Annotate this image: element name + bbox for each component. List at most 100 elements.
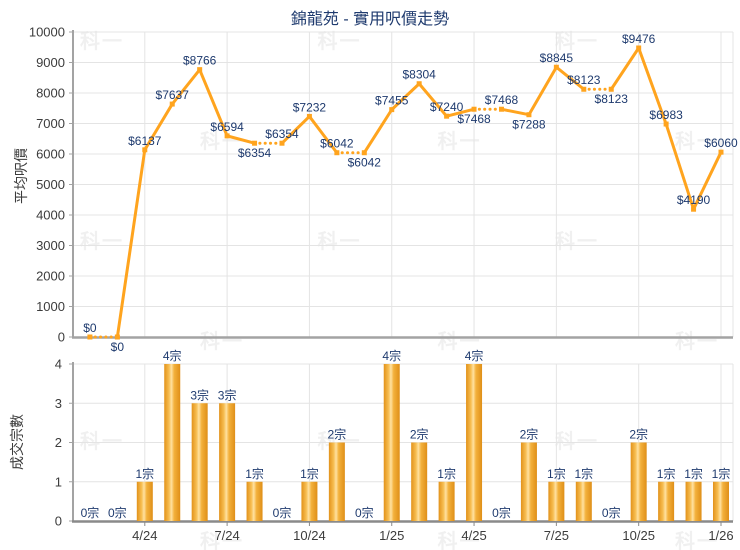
data-point-marker[interactable] [636,45,642,51]
count-label: 1宗 [437,466,456,481]
bar[interactable] [246,481,263,521]
bar[interactable] [685,481,702,521]
data-point-marker[interactable] [114,334,120,340]
price-label: $8123 [567,73,601,87]
data-point-marker[interactable] [663,121,669,127]
data-point-marker[interactable] [279,140,285,146]
line-segment [143,102,174,152]
x-tick-label: 4/25 [461,528,486,543]
price-label: $0 [83,321,97,335]
line-segment [307,114,339,155]
data-point-marker[interactable] [471,106,477,112]
price-label: $7468 [457,112,491,126]
bar[interactable] [301,481,318,521]
count-label: 1宗 [684,466,703,481]
price-label: $8304 [402,68,436,82]
bar[interactable] [658,481,675,521]
y-tick-label: 10000 [29,25,65,40]
y-tick-label: 0 [55,514,62,529]
data-point-marker[interactable] [306,113,312,119]
data-point-marker[interactable] [608,86,614,92]
price-label: $7455 [375,94,409,108]
x-tick-label: 10/25 [622,528,655,543]
data-point-marker[interactable] [553,64,559,70]
y-tick-label: 8000 [36,86,65,101]
count-label: 0宗 [81,505,100,520]
count-label: 1宗 [547,466,566,481]
x-tick-label: 7/24 [214,528,239,543]
count-label: 0宗 [273,505,292,520]
line-segment [499,107,531,117]
bar[interactable] [630,442,647,522]
data-point-marker[interactable] [718,149,724,155]
y-tick-label: 3000 [36,238,65,253]
price-label: $7232 [293,100,327,114]
data-point-marker[interactable] [197,67,203,73]
line-segment [445,107,476,118]
price-label: $8123 [595,92,629,106]
bar[interactable] [164,364,181,521]
count-label: 0宗 [355,505,374,520]
count-label: 4宗 [382,348,401,363]
bar[interactable] [466,364,483,521]
line-segment [554,65,586,91]
price-label: $8766 [183,54,217,68]
data-point-marker[interactable] [224,133,230,139]
count-label: 4宗 [163,348,182,363]
count-label: 2宗 [629,427,648,442]
bar[interactable] [712,481,729,521]
bar[interactable] [575,481,592,521]
price-label: $6137 [128,134,162,148]
data-point-marker[interactable] [526,112,532,118]
count-label: 0宗 [108,505,127,520]
data-point-marker[interactable] [416,81,422,87]
page-title: 錦龍苑 - 實用呎價走勢 [290,11,450,28]
data-point-marker[interactable] [334,150,340,156]
bar[interactable] [438,481,455,521]
price-label: $4190 [677,193,711,207]
data-point-marker[interactable] [142,147,148,153]
line-segment [225,134,257,145]
y-tick-label: 4000 [36,208,65,223]
y-tick-label: 1 [55,474,62,489]
bar[interactable] [191,403,208,521]
data-point-marker[interactable] [498,106,504,112]
bar[interactable] [411,442,428,522]
y-tick-label: 9000 [36,55,65,70]
y-tick-label: 5000 [36,177,65,192]
bar[interactable] [548,481,565,521]
y-axis-title-price: 平均呎價 [13,148,29,204]
count-label: 3宗 [218,387,237,402]
data-point-marker[interactable] [169,101,175,107]
bar[interactable] [136,481,153,521]
count-label: 1宗 [245,466,264,481]
bar[interactable] [328,442,345,522]
line-segment [362,108,394,155]
count-label: 1宗 [300,466,319,481]
x-tick-label: 10/24 [293,528,326,543]
price-label: $6983 [649,108,683,122]
data-point-marker[interactable] [691,206,697,212]
data-point-marker[interactable] [87,334,93,340]
data-point-marker[interactable] [444,113,450,119]
data-point-marker[interactable] [361,150,367,156]
y-tick-label: 4 [55,357,62,372]
line-segment [692,150,723,211]
y-tick-label: 3 [55,396,62,411]
line-segment [280,114,311,145]
data-point-marker[interactable] [252,140,258,146]
y-axis-title-count: 成交宗數 [9,414,25,470]
bar[interactable] [219,403,236,521]
bar[interactable] [383,364,400,521]
y-tick-label: 7000 [36,116,65,131]
price-label: $6354 [238,146,272,160]
y-tick-label: 6000 [36,147,65,162]
bar[interactable] [520,442,537,522]
data-point-marker[interactable] [389,107,395,113]
y-tick-label: 2000 [36,269,65,284]
price-label: $6042 [320,137,354,151]
y-tick-label: 0 [58,330,65,345]
data-point-marker[interactable] [581,86,587,92]
